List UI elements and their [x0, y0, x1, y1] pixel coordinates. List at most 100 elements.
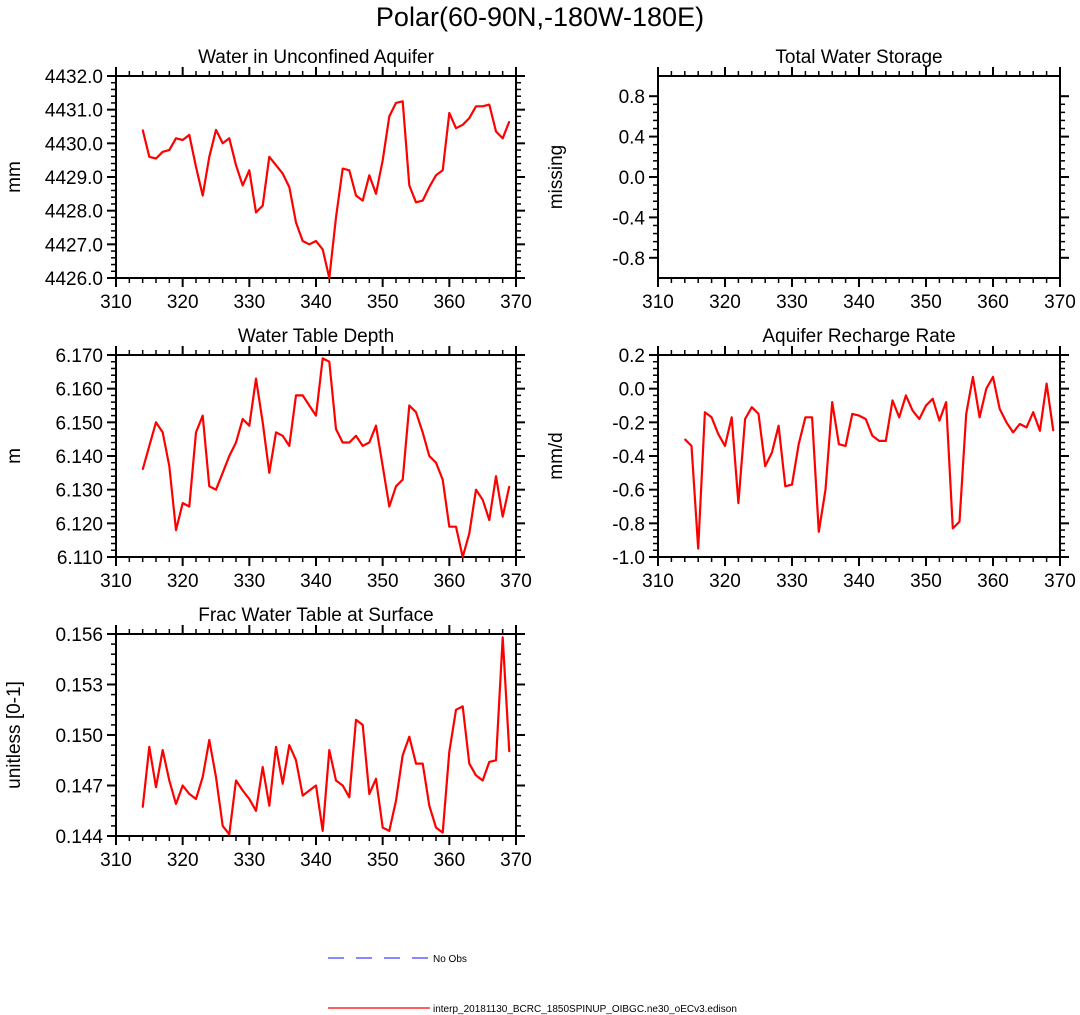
x-tick-label: 340: [300, 292, 332, 313]
data-point: [142, 806, 144, 809]
data-point: [155, 421, 157, 423]
x-tick-label: 340: [300, 850, 332, 871]
data-point: [382, 465, 384, 467]
data-point: [235, 164, 237, 166]
data-point: [202, 776, 204, 778]
y-tick-label: -1.0: [612, 548, 645, 569]
data-point: [208, 739, 210, 741]
panels: Water in Unconfined Aquifer mm 310 320 330 34…: [4, 47, 1076, 871]
data-point: [508, 751, 510, 753]
chart-title: Water in Unconfined Aquifer: [198, 47, 435, 68]
x-tick-label: 310: [100, 850, 132, 871]
data-point: [684, 438, 686, 440]
y-axis-label: mm/d: [546, 432, 567, 480]
data-point: [355, 435, 357, 437]
data-point: [195, 166, 197, 168]
data-point: [475, 489, 477, 491]
data-point: [315, 784, 317, 787]
x-tick-label: 310: [642, 292, 674, 313]
x-tick-label: 360: [977, 292, 1009, 313]
data-point: [415, 411, 417, 413]
data-point: [979, 416, 981, 418]
x-tick-label: 320: [167, 571, 199, 592]
data-point: [488, 104, 490, 106]
chart-panel-p4: Aquifer Recharge Rate mm/d 310 320 330 340 350…: [546, 326, 1076, 592]
series-line: [141, 636, 511, 836]
data-point: [255, 378, 257, 380]
data-point: [295, 221, 297, 224]
y-tick-label: -0.8: [612, 514, 645, 535]
data-point: [328, 277, 330, 279]
data-point: [302, 795, 304, 797]
data-point: [322, 830, 324, 832]
data-point: [348, 441, 350, 444]
data-point: [985, 388, 987, 390]
chart-panel-p1: Water in Unconfined Aquifer mm 310 320 330 34…: [4, 47, 532, 313]
data-point: [448, 526, 450, 528]
chart-title: Total Water Storage: [775, 47, 942, 68]
data-point: [268, 156, 270, 158]
data-point: [328, 749, 330, 751]
data-point: [690, 445, 693, 447]
data-point: [415, 201, 417, 203]
x-tick-label: 330: [776, 292, 808, 313]
data-point: [262, 205, 264, 207]
data-point: [891, 399, 894, 401]
data-point: [711, 416, 713, 418]
data-point: [435, 174, 437, 176]
data-point: [148, 156, 150, 158]
data-point: [355, 194, 357, 197]
plot-frame: [115, 633, 517, 837]
y-tick-label: 4427.0: [45, 235, 103, 256]
x-tick-label: 310: [100, 571, 132, 592]
x-tick-label: 340: [300, 571, 332, 592]
data-point: [242, 184, 244, 186]
data-point: [898, 416, 900, 418]
y-tick-label: 6.160: [55, 380, 103, 401]
data-point: [1025, 426, 1028, 428]
data-point: [851, 413, 853, 415]
y-tick-label: 6.140: [55, 447, 103, 468]
data-point: [482, 779, 484, 782]
data-point: [502, 137, 504, 139]
x-tick-label: 330: [776, 571, 808, 592]
data-point: [442, 479, 444, 481]
y-tick-label: 6.120: [55, 514, 103, 535]
y-tick-label: -0.2: [612, 413, 645, 434]
x-tick-label: 350: [367, 571, 399, 592]
data-point: [308, 243, 310, 245]
series-line: [684, 375, 1055, 550]
data-point: [455, 709, 457, 711]
data-point: [242, 789, 244, 792]
data-point: [222, 472, 224, 474]
data-point: [508, 120, 510, 123]
data-point: [215, 776, 217, 778]
figure-title: Polar(60-90N,-180W-180E): [376, 2, 704, 32]
data-point: [845, 445, 847, 447]
data-point: [215, 129, 217, 131]
x-tick-label: 320: [167, 850, 199, 871]
data-point: [168, 465, 170, 467]
legend: No Obs interp_20181130_BCRC_1850SPINUP_OI…: [328, 954, 737, 1015]
data-point: [482, 105, 484, 107]
data-point: [697, 548, 699, 550]
data-point: [448, 751, 450, 753]
data-point: [442, 169, 444, 171]
data-point: [838, 443, 840, 445]
data-point: [925, 404, 927, 407]
legend-label-2: interp_20181130_BCRC_1850SPINUP_OIBGC.ne…: [433, 1004, 737, 1015]
data-point: [1019, 423, 1021, 425]
data-point: [462, 705, 464, 708]
data-point: [162, 151, 164, 153]
data-point: [468, 117, 470, 119]
x-tick-label: 350: [367, 850, 399, 871]
data-point: [195, 431, 197, 433]
x-tick-label: 370: [500, 850, 532, 871]
series-line: [141, 100, 511, 280]
x-tick-label: 360: [433, 571, 465, 592]
data-point: [168, 779, 170, 782]
y-tick-label: 0.156: [55, 625, 103, 646]
x-tick-label: 370: [500, 292, 532, 313]
data-point: [282, 173, 284, 175]
